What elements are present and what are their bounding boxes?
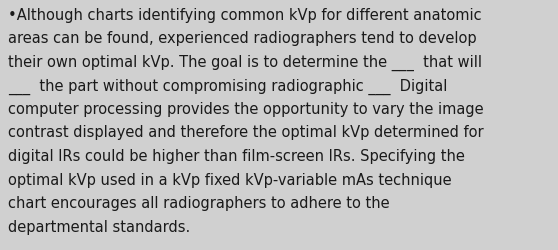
Text: •Although charts identifying common kVp for different anatomic: •Although charts identifying common kVp …	[8, 8, 482, 22]
Text: optimal kVp used in a kVp fixed kVp-variable mAs technique: optimal kVp used in a kVp fixed kVp-vari…	[8, 172, 452, 187]
Text: digital IRs could be higher than film-screen IRs. Specifying the: digital IRs could be higher than film-sc…	[8, 148, 465, 164]
Text: chart encourages all radiographers to adhere to the: chart encourages all radiographers to ad…	[8, 196, 390, 210]
Text: computer processing provides the opportunity to vary the image: computer processing provides the opportu…	[8, 102, 484, 116]
Text: areas can be found, experienced radiographers tend to develop: areas can be found, experienced radiogra…	[8, 31, 477, 46]
Text: ___  the part without compromising radiographic ___  Digital: ___ the part without compromising radiog…	[8, 78, 448, 94]
Text: their own optimal kVp. The goal is to determine the ___  that will: their own optimal kVp. The goal is to de…	[8, 54, 482, 71]
Text: contrast displayed and therefore the optimal kVp determined for: contrast displayed and therefore the opt…	[8, 125, 484, 140]
Text: departmental standards.: departmental standards.	[8, 219, 191, 234]
